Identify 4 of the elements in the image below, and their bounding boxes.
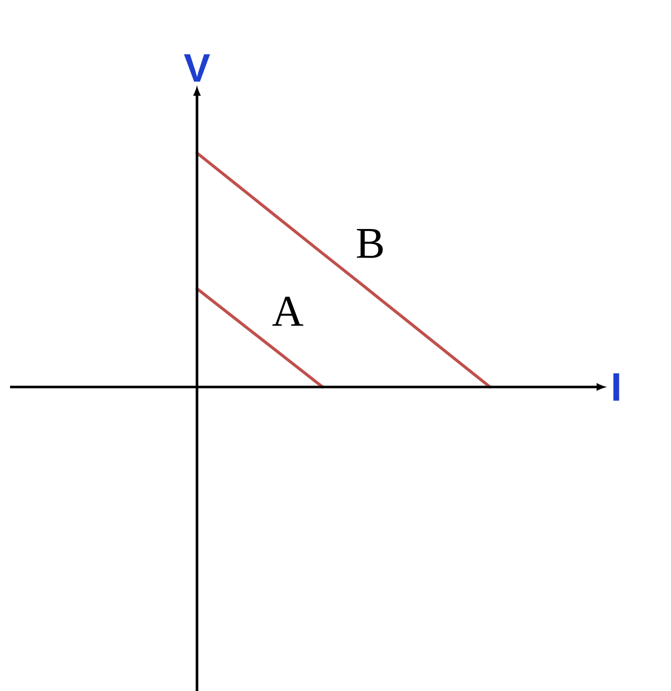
x-axis-title: I [613, 373, 620, 401]
series-label: B [356, 229, 383, 258]
series-label: A [272, 296, 304, 326]
y-axis-title: V [184, 54, 210, 82]
